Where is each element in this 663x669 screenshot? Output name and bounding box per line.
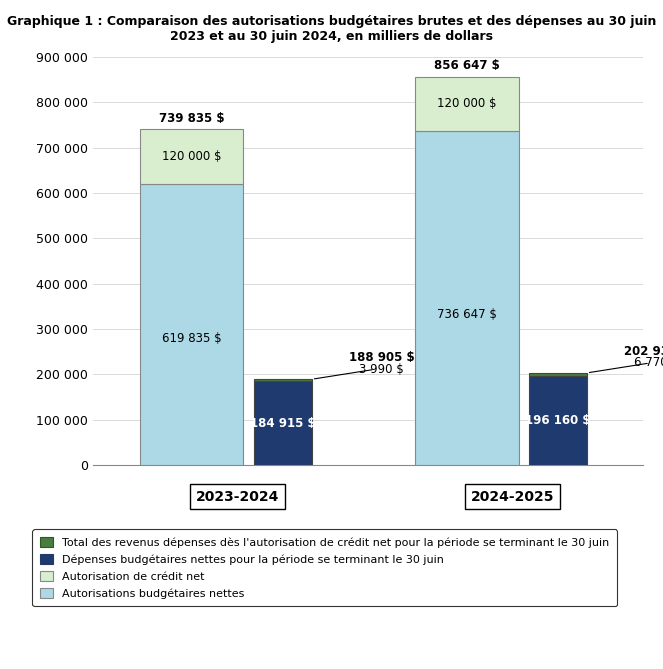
Bar xyxy=(254,381,312,465)
Bar xyxy=(416,131,518,465)
Text: 202 930 $: 202 930 $ xyxy=(625,345,663,358)
Bar xyxy=(141,130,243,184)
Text: 739 835 $: 739 835 $ xyxy=(159,112,225,125)
Text: 619 835 $: 619 835 $ xyxy=(162,332,221,345)
Text: 184 915 $: 184 915 $ xyxy=(250,417,316,429)
Bar xyxy=(529,376,587,465)
Bar xyxy=(254,379,312,381)
Text: 3 990 $: 3 990 $ xyxy=(359,363,404,376)
Bar xyxy=(529,373,587,376)
Text: 2024-2025: 2024-2025 xyxy=(471,490,554,504)
Text: 6 770 $: 6 770 $ xyxy=(634,357,663,369)
Text: 120 000 $: 120 000 $ xyxy=(438,97,497,110)
Text: 196 160 $: 196 160 $ xyxy=(525,414,591,427)
Text: Graphique 1 : Comparaison des autorisations budgétaires brutes et des dépenses a: Graphique 1 : Comparaison des autorisati… xyxy=(7,15,656,43)
Text: 736 647 $: 736 647 $ xyxy=(437,308,497,321)
Text: 120 000 $: 120 000 $ xyxy=(162,151,221,163)
Text: 2023-2024: 2023-2024 xyxy=(196,490,279,504)
Legend: Total des revenus dépenses dès l'autorisation de crédit net pour la période se t: Total des revenus dépenses dès l'autoris… xyxy=(32,529,617,606)
Text: 188 905 $: 188 905 $ xyxy=(349,351,414,364)
Bar xyxy=(141,184,243,465)
Text: 856 647 $: 856 647 $ xyxy=(434,59,500,72)
Bar xyxy=(416,76,518,131)
